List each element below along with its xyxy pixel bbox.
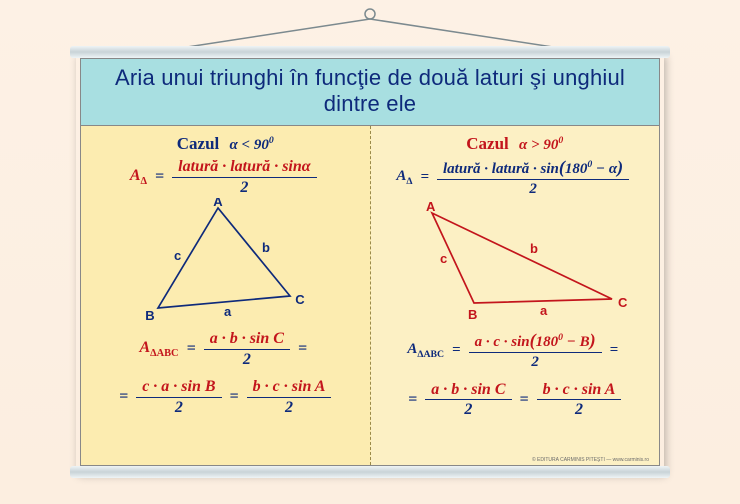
svg-text:A: A — [426, 199, 436, 214]
svg-text:C: C — [296, 292, 306, 307]
credit-text: © EDITURA CARMINIS PITEŞTI — www.carmini… — [532, 457, 649, 463]
svg-text:a: a — [224, 304, 232, 319]
svg-text:B: B — [468, 307, 477, 322]
left-case-label: Cazul α < 900 — [91, 134, 360, 154]
svg-text:a: a — [540, 303, 548, 318]
right-formula-2: AΔABC = a · c · sin(1800 − B) 2 = — [381, 331, 650, 370]
poster-body: Cazul α < 900 AΔ = latură · latură · sin… — [81, 126, 659, 465]
svg-text:c: c — [440, 251, 447, 266]
title-bar: Aria unui triunghi în funcţie de două la… — [81, 59, 659, 126]
right-formula-1: AΔ = latură · latură · sin(1800 − α) 2 — [381, 158, 650, 197]
right-formula-3: = a · b · sin C 2 = b · c · sin A 2 — [381, 381, 650, 419]
left-formula-3: = c · a · sin B 2 = b · c · sin A 2 — [91, 378, 360, 416]
bottom-rail — [70, 466, 670, 478]
svg-text:C: C — [618, 295, 628, 310]
left-triangle: A B C a b c — [91, 198, 360, 326]
poster-content: Aria unui triunghi în funcţie de două la… — [80, 58, 660, 466]
svg-text:A: A — [214, 198, 224, 209]
svg-text:B: B — [146, 308, 155, 323]
svg-text:b: b — [530, 241, 538, 256]
right-panel: Cazul α > 900 AΔ = latură · latură · sin… — [371, 126, 660, 465]
left-formula-1: AΔ = latură · latură · sinα 2 — [91, 158, 360, 196]
poster: Aria unui triunghi în funcţie de două la… — [76, 52, 664, 472]
svg-text:b: b — [262, 240, 270, 255]
top-rail — [70, 46, 670, 58]
right-case-label: Cazul α > 900 — [381, 134, 650, 154]
svg-text:c: c — [174, 248, 181, 263]
left-panel: Cazul α < 900 AΔ = latură · latură · sin… — [81, 126, 371, 465]
right-triangle: A B C a b c — [381, 199, 650, 327]
left-formula-2: AΔABC = a · b · sin C 2 = — [91, 330, 360, 368]
